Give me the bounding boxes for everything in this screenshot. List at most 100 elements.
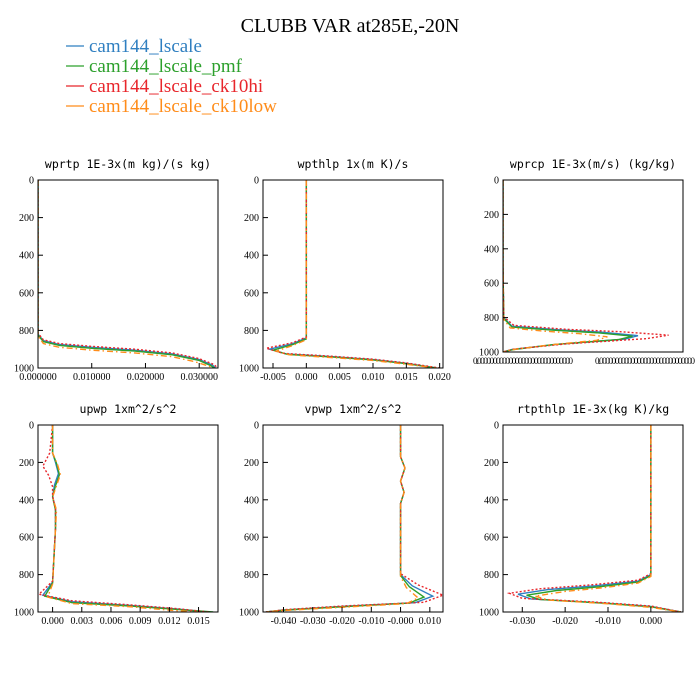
plot-frame bbox=[262, 179, 444, 369]
y-tick-label: 600 bbox=[244, 288, 259, 299]
x-tick-label: 0.000000000000000000000000000000 bbox=[595, 356, 696, 366]
y-tick-label: 200 bbox=[244, 213, 259, 224]
series-line-3 bbox=[506, 425, 681, 612]
y-tick-label: 1000 bbox=[239, 608, 259, 619]
panel-1: wprtp 1E-3x(m kg)/(s kg) 0 200 400 600 800 100… bbox=[14, 157, 219, 383]
panel-title: rtpthlp 1E-3x(kg K)/kg bbox=[517, 402, 669, 416]
series-line-3 bbox=[38, 180, 218, 368]
series-line-1 bbox=[38, 180, 216, 368]
series-line-4 bbox=[265, 425, 420, 612]
x-tick-label: -0.000 bbox=[388, 616, 414, 627]
x-tick-label: 0.000 bbox=[295, 372, 318, 383]
series-line-3 bbox=[265, 425, 443, 612]
plot-frame bbox=[502, 424, 684, 613]
panel-3: wprcp 1E-3x(m/s) (kg/kg) 0 200 400 600 800 100… bbox=[473, 157, 696, 366]
x-tick-label: 0.010000 bbox=[73, 372, 111, 383]
legend-item: cam144_lscale_pmf bbox=[66, 56, 243, 77]
y-tick-label: 1000 bbox=[239, 364, 259, 375]
y-tick-label: 400 bbox=[484, 244, 499, 255]
y-tick-label: 1000 bbox=[14, 608, 34, 619]
series-line-3 bbox=[38, 425, 209, 612]
panel-6: rtpthlp 1E-3x(kg K)/kg 0 200 400 600 800 1000 -… bbox=[479, 402, 684, 627]
series-line-2 bbox=[38, 180, 215, 368]
y-tick-label: 200 bbox=[244, 458, 259, 469]
legend-label: cam144_lscale_ck10low bbox=[89, 96, 277, 117]
y-tick-label: 200 bbox=[484, 458, 499, 469]
y-tick-label: 600 bbox=[244, 533, 259, 544]
x-tick-label: 0.020000 bbox=[127, 372, 165, 383]
series-line-4 bbox=[46, 425, 199, 612]
x-tick-label: -0.030 bbox=[300, 616, 326, 627]
legend-item: cam144_lscale bbox=[66, 36, 202, 57]
y-tick-label: 0 bbox=[29, 176, 34, 187]
y-tick-label: 800 bbox=[19, 570, 34, 581]
panel-4: upwp 1xm^2/s^2 0 200 400 600 800 1000 0.000 0.00… bbox=[14, 402, 219, 627]
y-tick-label: 400 bbox=[244, 495, 259, 506]
y-tick-label: 1000 bbox=[479, 348, 499, 359]
panel-title: vpwp 1xm^2/s^2 bbox=[305, 402, 402, 416]
y-tick-label: 0 bbox=[494, 421, 499, 432]
legend-label: cam144_lscale bbox=[89, 36, 202, 57]
series-line-1 bbox=[41, 425, 209, 612]
series-line-2 bbox=[270, 180, 437, 368]
plot-frame bbox=[37, 179, 219, 369]
y-tick-label: 600 bbox=[484, 533, 499, 544]
x-tick-label: 0.005 bbox=[328, 372, 351, 383]
y-tick-label: 600 bbox=[19, 288, 34, 299]
y-tick-label: 0 bbox=[254, 421, 259, 432]
x-tick-label: -0.020 bbox=[329, 616, 355, 627]
series-line-3 bbox=[503, 180, 669, 352]
series-line-1 bbox=[503, 180, 639, 352]
y-tick-label: 600 bbox=[19, 533, 34, 544]
y-tick-label: 1000 bbox=[479, 608, 499, 619]
series-line-1 bbox=[266, 180, 437, 368]
x-tick-label: -0.020 bbox=[552, 616, 578, 627]
x-tick-label: 0.010 bbox=[419, 616, 442, 627]
x-tick-label: -0.040 bbox=[271, 616, 297, 627]
legend-label: cam144_lscale_ck10hi bbox=[89, 76, 263, 97]
y-tick-label: 400 bbox=[19, 251, 34, 262]
panels: wprtp 1E-3x(m kg)/(s kg) 0 200 400 600 800 100… bbox=[14, 157, 696, 627]
series-line-4 bbox=[273, 180, 437, 368]
legend-label: cam144_lscale_pmf bbox=[89, 56, 243, 77]
y-tick-label: 0 bbox=[494, 176, 499, 187]
y-tick-label: 800 bbox=[19, 326, 34, 337]
y-tick-label: 800 bbox=[244, 570, 259, 581]
x-tick-label: 0.009 bbox=[129, 616, 152, 627]
y-tick-label: 600 bbox=[484, 279, 499, 290]
series-line-4 bbox=[38, 180, 214, 368]
y-tick-label: 400 bbox=[19, 495, 34, 506]
x-tick-label: 0.010 bbox=[362, 372, 385, 383]
figure-title: CLUBB VAR at285E,-20N bbox=[241, 15, 460, 37]
y-tick-label: 800 bbox=[484, 313, 499, 324]
x-tick-label: 0.000000 bbox=[19, 372, 57, 383]
legend-item: cam144_lscale_ck10hi bbox=[66, 76, 263, 97]
y-tick-label: 1000 bbox=[14, 364, 34, 375]
y-tick-label: 800 bbox=[484, 570, 499, 581]
series-line-2 bbox=[526, 425, 681, 612]
panel-title: wprtp 1E-3x(m kg)/(s kg) bbox=[45, 157, 211, 171]
x-tick-label: -0.005 bbox=[260, 372, 286, 383]
legend-item: cam144_lscale_ck10low bbox=[66, 96, 277, 117]
y-tick-label: 200 bbox=[19, 213, 34, 224]
y-tick-label: 400 bbox=[484, 495, 499, 506]
plot-frame bbox=[262, 424, 444, 613]
x-tick-label: 0.012 bbox=[158, 616, 181, 627]
legend: cam144_lscalecam144_lscale_pmfcam144_lsc… bbox=[66, 36, 277, 117]
series-line-4 bbox=[534, 425, 681, 612]
series-line-2 bbox=[503, 180, 633, 352]
x-tick-label: 0.020 bbox=[428, 372, 451, 383]
x-tick-label: 0.003 bbox=[71, 616, 94, 627]
x-tick-label: 0.015 bbox=[187, 616, 210, 627]
y-tick-label: 400 bbox=[244, 251, 259, 262]
x-tick-label: 0.000 bbox=[640, 616, 663, 627]
plot-frame bbox=[37, 424, 219, 613]
x-tick-label: 0.006 bbox=[100, 616, 123, 627]
y-tick-label: 0 bbox=[29, 421, 34, 432]
x-tick-label: -0.010 bbox=[595, 616, 621, 627]
y-tick-label: 0 bbox=[254, 176, 259, 187]
series-line-3 bbox=[266, 180, 440, 368]
x-tick-label: 0.015 bbox=[395, 372, 418, 383]
